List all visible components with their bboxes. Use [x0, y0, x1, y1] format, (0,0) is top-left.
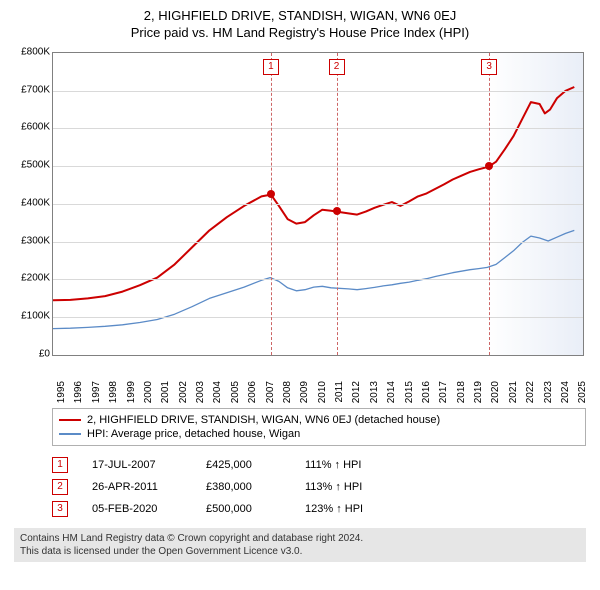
- chart-title-1: 2, HIGHFIELD DRIVE, STANDISH, WIGAN, WN6…: [10, 8, 590, 25]
- x-tick-label: 2006: [247, 381, 258, 403]
- event-row-pct: 113% ↑ HPI: [305, 481, 362, 493]
- y-tick-label: £200K: [10, 273, 50, 284]
- gridline: [53, 91, 583, 92]
- event-row-price: £500,000: [206, 503, 281, 515]
- x-tick-label: 1998: [108, 381, 119, 403]
- chart-title-2: Price paid vs. HM Land Registry's House …: [10, 25, 590, 42]
- event-row-price: £425,000: [206, 459, 281, 471]
- event-row-price: £380,000: [206, 481, 281, 493]
- series-line: [53, 87, 574, 300]
- x-tick-label: 2003: [195, 381, 206, 403]
- event-marker-dot: [333, 207, 341, 215]
- event-marker-badge: 3: [481, 59, 497, 75]
- y-tick-label: £500K: [10, 160, 50, 171]
- events-table: 1 17-JUL-2007 £425,000 111% ↑ HPI 2 26-APR-20…: [52, 454, 586, 520]
- x-tick-label: 2007: [265, 381, 276, 403]
- x-tick-label: 2011: [334, 381, 345, 403]
- chart-container: 2, HIGHFIELD DRIVE, STANDISH, WIGAN, WN6…: [0, 0, 600, 568]
- event-row-date: 05-FEB-2020: [92, 503, 182, 515]
- y-tick-label: £800K: [10, 46, 50, 57]
- plot-area: 1 2 3: [52, 52, 584, 356]
- event-row-badge: 3: [52, 501, 68, 517]
- chart-area: 1 2 3 £0 £100K £200K £300K £400K £500K £600K £700…: [10, 48, 590, 398]
- gridline: [53, 204, 583, 205]
- x-tick-label: 1996: [73, 381, 84, 403]
- event-row-badge: 2: [52, 479, 68, 495]
- event-row-badge: 1: [52, 457, 68, 473]
- x-tick-label: 2014: [386, 381, 397, 403]
- event-row-pct: 123% ↑ HPI: [305, 503, 363, 515]
- event-row-date: 26-APR-2011: [92, 481, 182, 493]
- x-tick-label: 1995: [56, 381, 67, 403]
- legend-label-1: 2, HIGHFIELD DRIVE, STANDISH, WIGAN, WN6…: [87, 414, 440, 426]
- event-marker-line: [337, 53, 338, 355]
- x-tick-label: 2025: [577, 381, 588, 403]
- x-tick-label: 2020: [490, 381, 501, 403]
- x-tick-label: 1997: [91, 381, 102, 403]
- x-tick-label: 2023: [543, 381, 554, 403]
- y-tick-label: £0: [10, 348, 50, 359]
- x-tick-label: 2010: [317, 381, 328, 403]
- x-tick-label: 2022: [525, 381, 536, 403]
- gridline: [53, 317, 583, 318]
- legend-item-2: HPI: Average price, detached house, Wiga…: [59, 427, 579, 441]
- gridline: [53, 242, 583, 243]
- x-tick-label: 2008: [282, 381, 293, 403]
- x-tick-label: 2018: [456, 381, 467, 403]
- y-tick-label: £700K: [10, 84, 50, 95]
- event-marker-dot: [485, 162, 493, 170]
- x-tick-label: 2019: [473, 381, 484, 403]
- legend-item-1: 2, HIGHFIELD DRIVE, STANDISH, WIGAN, WN6…: [59, 413, 579, 427]
- event-marker-line: [271, 53, 272, 355]
- x-tick-label: 1999: [126, 381, 137, 403]
- y-tick-label: £400K: [10, 197, 50, 208]
- legend-label-2: HPI: Average price, detached house, Wiga…: [87, 428, 300, 440]
- legend: 2, HIGHFIELD DRIVE, STANDISH, WIGAN, WN6…: [52, 408, 586, 446]
- y-tick-label: £100K: [10, 311, 50, 322]
- event-marker-dot: [267, 190, 275, 198]
- x-tick-label: 2013: [369, 381, 380, 403]
- x-tick-label: 2017: [438, 381, 449, 403]
- x-tick-label: 2012: [351, 381, 362, 403]
- gridline: [53, 128, 583, 129]
- event-row-date: 17-JUL-2007: [92, 459, 182, 471]
- y-tick-label: £600K: [10, 122, 50, 133]
- x-tick-label: 2004: [212, 381, 223, 403]
- legend-swatch-2: [59, 433, 81, 435]
- x-tick-label: 2016: [421, 381, 432, 403]
- event-row: 2 26-APR-2011 £380,000 113% ↑ HPI: [52, 476, 586, 498]
- x-tick-label: 2005: [230, 381, 241, 403]
- x-tick-label: 2000: [143, 381, 154, 403]
- event-row-pct: 111% ↑ HPI: [305, 459, 361, 471]
- gridline: [53, 279, 583, 280]
- event-marker-badge: 1: [263, 59, 279, 75]
- x-tick-label: 2021: [508, 381, 519, 403]
- event-row: 3 05-FEB-2020 £500,000 123% ↑ HPI: [52, 498, 586, 520]
- x-tick-label: 2015: [404, 381, 415, 403]
- event-marker-badge: 2: [329, 59, 345, 75]
- event-marker-line: [489, 53, 490, 355]
- legend-swatch-1: [59, 419, 81, 421]
- event-row: 1 17-JUL-2007 £425,000 111% ↑ HPI: [52, 454, 586, 476]
- x-tick-label: 2001: [160, 381, 171, 403]
- x-tick-label: 2024: [560, 381, 571, 403]
- x-tick-label: 2002: [178, 381, 189, 403]
- footnote: Contains HM Land Registry data © Crown c…: [14, 528, 586, 562]
- x-tick-label: 2009: [299, 381, 310, 403]
- footnote-line-2: This data is licensed under the Open Gov…: [20, 545, 580, 558]
- footnote-line-1: Contains HM Land Registry data © Crown c…: [20, 532, 580, 545]
- y-tick-label: £300K: [10, 235, 50, 246]
- gridline: [53, 166, 583, 167]
